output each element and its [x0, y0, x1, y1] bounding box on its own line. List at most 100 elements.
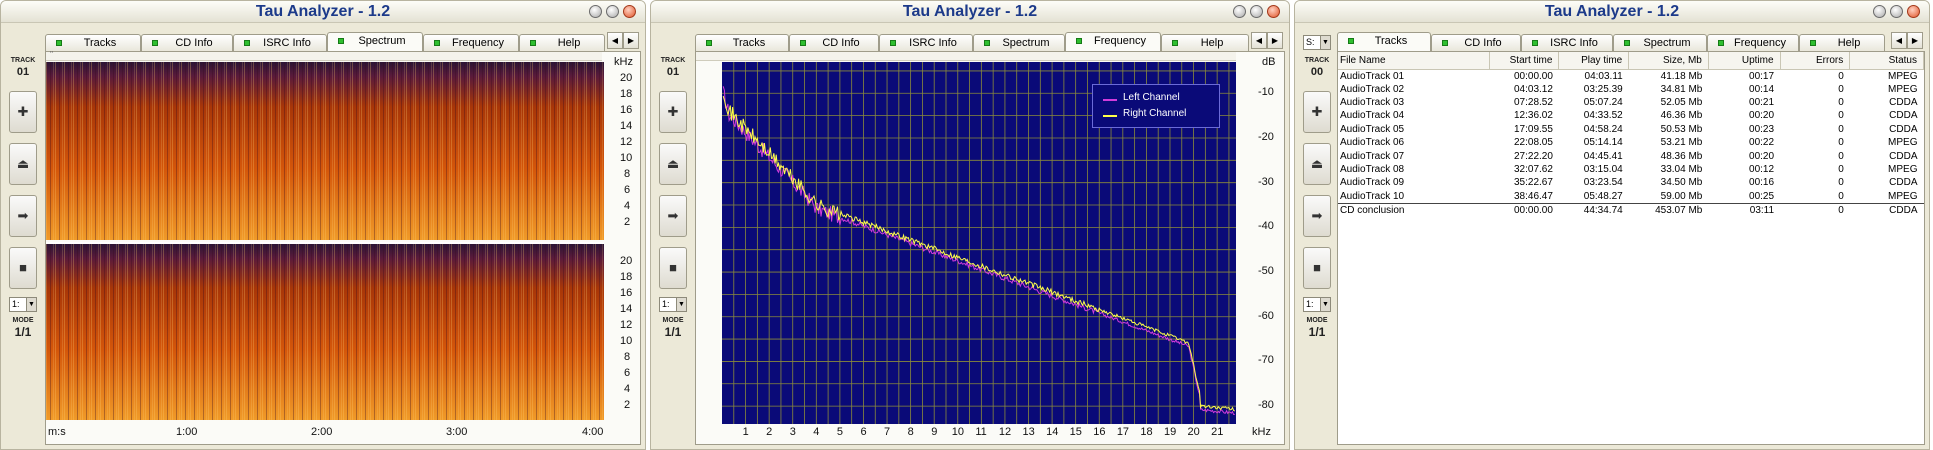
- tab-isrc-info[interactable]: ISRC Info: [879, 34, 973, 51]
- x-tick-label: 16: [1093, 426, 1106, 438]
- tab-spectrum[interactable]: Spectrum: [1613, 34, 1707, 51]
- tab-scroll-right[interactable]: ▶: [1907, 32, 1923, 49]
- minimize-button[interactable]: [1233, 5, 1246, 18]
- tab-scroll-left[interactable]: ◀: [1251, 32, 1267, 49]
- tab-cd-info[interactable]: CD Info: [789, 34, 879, 51]
- led-icon: [1624, 40, 1630, 46]
- tab-tracks[interactable]: Tracks: [45, 34, 141, 51]
- tab-scroll-left[interactable]: ◀: [1891, 32, 1907, 49]
- close-button[interactable]: [1267, 5, 1280, 18]
- y-unit-label: kHz: [614, 56, 633, 68]
- minimize-button[interactable]: [1873, 5, 1886, 18]
- summary-row[interactable]: CD conclusion 00:00.00 44:34.74 453.07 Mb 03…: [1338, 202, 1924, 217]
- arrow-right-icon: ➡: [667, 208, 679, 223]
- led-icon: [984, 40, 990, 46]
- legend-label-right: Right Channel: [1123, 108, 1187, 119]
- tab-frequency[interactable]: Frequency: [423, 34, 519, 51]
- tab-cd-info[interactable]: CD Info: [1431, 34, 1521, 51]
- plus-icon: ✚: [17, 104, 29, 119]
- tab-help[interactable]: Help: [1799, 34, 1885, 51]
- mode-value: 1/1: [1308, 325, 1326, 339]
- mode-value: 1/1: [14, 325, 32, 339]
- table-row[interactable]: AudioTrack 05 17:09.55 04:58.24 50.53 Mb 00:…: [1340, 123, 1918, 135]
- x-tick-label: 17: [1116, 426, 1130, 438]
- tracks-panel: File Name Start time Play time Size, Mb …: [1337, 51, 1925, 445]
- tab-scroll-left[interactable]: ◀: [607, 32, 623, 49]
- tab-tracks[interactable]: Tracks: [695, 34, 789, 51]
- table-row[interactable]: AudioTrack 07 27:22.20 04:45.41 48.36 Mb 00:…: [1340, 150, 1918, 162]
- column-header-play-time[interactable]: Play time: [1558, 52, 1630, 70]
- next-button[interactable]: ➡: [1303, 195, 1331, 237]
- led-icon: [1172, 40, 1178, 46]
- x-unit-label: m:s: [48, 426, 66, 438]
- table-row[interactable]: AudioTrack 09 35:22.67 03:23.54 34.50 Mb 00:…: [1340, 177, 1918, 189]
- x-tick-label: 5: [836, 426, 843, 438]
- table-row[interactable]: AudioTrack 04 12:36.02 04:33.52 46.36 Mb 00:…: [1340, 110, 1918, 122]
- chevron-left-icon: ◀: [1895, 36, 1903, 45]
- table-row[interactable]: AudioTrack 10 38:46.47 05:48.27 59.00 Mb 00:…: [1340, 190, 1918, 202]
- tab-scroll-right[interactable]: ▶: [1267, 32, 1283, 49]
- plus-button[interactable]: ✚: [659, 91, 687, 133]
- x-tick-label: 12: [998, 426, 1012, 438]
- tab-isrc-info[interactable]: ISRC Info: [1521, 34, 1613, 51]
- table-row[interactable]: AudioTrack 03 07:28.52 05:07.24 52.05 Mb 00:…: [1340, 97, 1918, 109]
- tab-cd-info[interactable]: CD Info: [141, 34, 233, 51]
- x-tick-label: 4: [813, 426, 820, 438]
- column-header-file-name[interactable]: File Name: [1338, 52, 1490, 70]
- table-row[interactable]: AudioTrack 06 22:08.05 05:14.14 53.21 Mb 00:…: [1340, 137, 1918, 149]
- channel-select[interactable]: 1: ▼: [659, 297, 687, 312]
- table-row[interactable]: AudioTrack 08 32:07.62 03:15.04 33.04 Mb 00:…: [1340, 164, 1918, 176]
- column-header-uptime[interactable]: Uptime: [1708, 52, 1781, 70]
- source-select[interactable]: S: ▼: [1303, 35, 1331, 50]
- next-button[interactable]: ➡: [659, 195, 687, 237]
- time-ruler[interactable]: '': [46, 50, 602, 61]
- title-bar[interactable]: Tau Analyzer - 1.2: [1295, 1, 1929, 23]
- tab-spectrum[interactable]: Spectrum: [973, 34, 1065, 51]
- channel-select[interactable]: 1: ▼: [1303, 297, 1331, 312]
- tab-frequency[interactable]: Frequency: [1065, 32, 1161, 51]
- table-row[interactable]: AudioTrack 01 00:00.00 04:03.11 41.18 Mb 00:…: [1340, 70, 1918, 82]
- close-button[interactable]: [623, 5, 636, 18]
- stop-button[interactable]: ■: [1303, 247, 1331, 289]
- column-header-start-time[interactable]: Start time: [1489, 52, 1560, 70]
- title-bar[interactable]: Tau Analyzer - 1.2: [1, 1, 645, 23]
- plus-button[interactable]: ✚: [1303, 91, 1331, 133]
- tab-tracks[interactable]: Tracks: [1337, 32, 1431, 51]
- maximize-button[interactable]: [606, 5, 619, 18]
- tab-spectrum[interactable]: Spectrum: [327, 32, 423, 51]
- tab-help[interactable]: Help: [519, 34, 605, 51]
- maximize-button[interactable]: [1890, 5, 1903, 18]
- tab-isrc-info[interactable]: ISRC Info: [233, 34, 327, 51]
- tab-frequency[interactable]: Frequency: [1707, 34, 1799, 51]
- freq-ruler[interactable]: [696, 52, 1236, 61]
- eject-button[interactable]: ⏏: [9, 143, 37, 185]
- x-tick: 2:00: [311, 426, 333, 438]
- spectrogram: [46, 62, 604, 420]
- eject-button[interactable]: ⏏: [659, 143, 687, 185]
- column-header-errors[interactable]: Errors: [1780, 52, 1851, 70]
- mode-value: 1/1: [664, 325, 682, 339]
- y-tick-label: -70: [1258, 354, 1274, 367]
- channel-select[interactable]: 1: ▼: [9, 297, 37, 312]
- y-tick-label: -80: [1258, 399, 1274, 412]
- chevron-down-icon: ▼: [676, 298, 686, 311]
- plus-icon: ✚: [667, 104, 679, 119]
- maximize-button[interactable]: [1250, 5, 1263, 18]
- title-bar[interactable]: Tau Analyzer - 1.2: [651, 1, 1289, 23]
- window-tracks: Tau Analyzer - 1.2 S: ▼ TRACK 00 ✚ ⏏ ➡ ■ …: [1294, 0, 1930, 450]
- tab-help[interactable]: Help: [1161, 34, 1249, 51]
- column-header-size[interactable]: Size, Mb: [1628, 52, 1709, 70]
- stop-button[interactable]: ■: [9, 247, 37, 289]
- table-row[interactable]: AudioTrack 02 04:03.12 03:25.39 34.81 Mb 00:…: [1340, 83, 1918, 95]
- stop-button[interactable]: ■: [659, 247, 687, 289]
- led-icon: [530, 40, 536, 46]
- tab-scroll-right[interactable]: ▶: [623, 32, 639, 49]
- column-header-status[interactable]: Status: [1849, 52, 1924, 70]
- minimize-button[interactable]: [589, 5, 602, 18]
- eject-button[interactable]: ⏏: [1303, 143, 1331, 185]
- chevron-right-icon: ▶: [1911, 36, 1919, 45]
- close-button[interactable]: [1907, 5, 1920, 18]
- left-control-strip: TRACK 01 ✚ ⏏ ➡ ■ 1: ▼ MODE 1/1: [659, 51, 687, 443]
- plus-button[interactable]: ✚: [9, 91, 37, 133]
- next-button[interactable]: ➡: [9, 195, 37, 237]
